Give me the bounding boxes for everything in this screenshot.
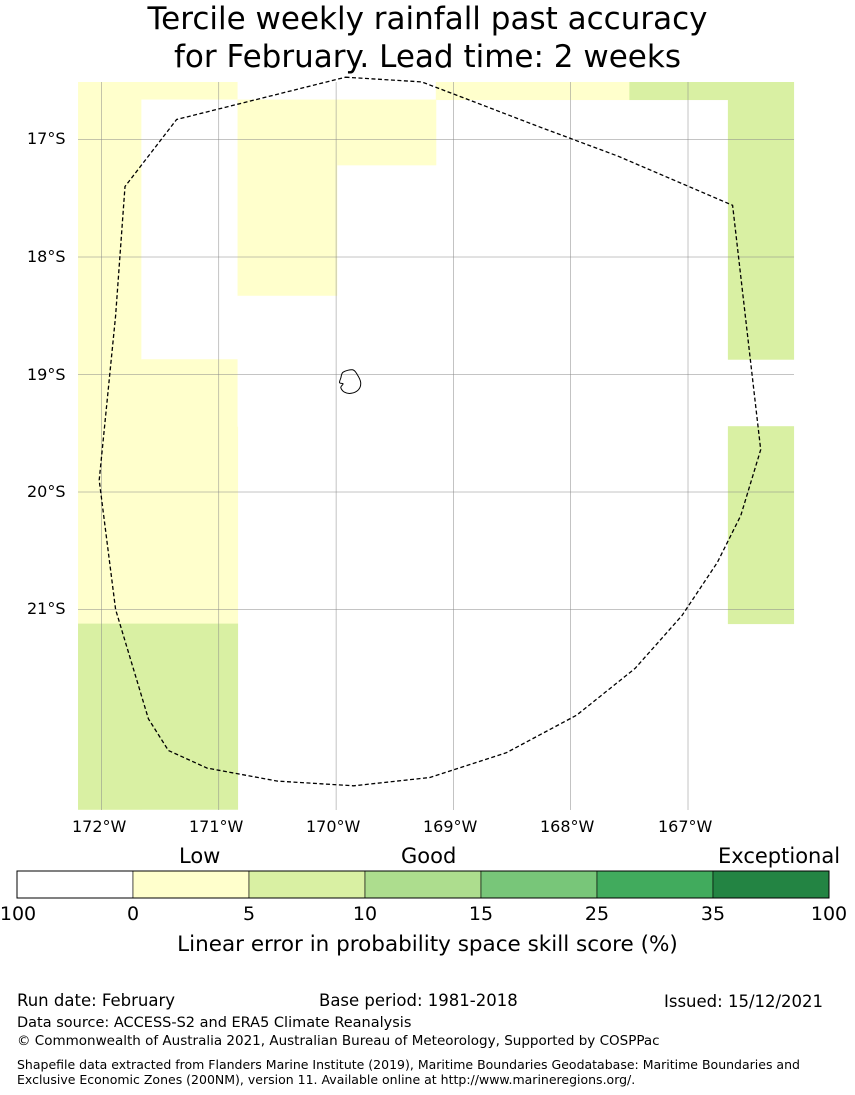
lat-label-21s: 21°S	[27, 599, 66, 618]
grid-cell-good	[629, 82, 795, 101]
grid-cell-low	[435, 82, 630, 101]
lat-label-18s: 18°S	[27, 247, 66, 266]
colorbar	[16, 870, 830, 899]
colorbar-segment	[364, 870, 482, 899]
colorbar-axis-label: Linear error in probability space skill …	[177, 932, 678, 957]
lon-label-169w: 169°W	[423, 817, 478, 836]
colorbar-tick-label: 15	[468, 903, 494, 925]
island-outline	[339, 369, 362, 394]
colorbar-segment	[16, 870, 134, 899]
map-title-line-2: for February. Lead time: 2 weeks	[174, 39, 681, 75]
colorbar-segment	[712, 870, 830, 899]
map-title-line-1: Tercile weekly rainfall past accuracy	[147, 1, 708, 37]
grid-cell-white	[337, 556, 437, 625]
grid-cell-white	[237, 295, 338, 427]
colorbar-tick-label: 100	[0, 903, 37, 925]
lat-label-17s: 17°S	[27, 129, 66, 148]
lon-label-168w: 168°W	[540, 817, 595, 836]
grid-cell-white	[337, 165, 437, 360]
grid-cell-low	[78, 82, 239, 101]
grid-cell-good	[727, 99, 795, 360]
colorbar-tick-label: 5	[242, 903, 256, 925]
colorbar-tick-label: 0	[126, 903, 140, 925]
lat-label-20s: 20°S	[27, 482, 66, 501]
grid-cell-low	[337, 99, 437, 166]
lon-label-172w: 172°W	[72, 817, 127, 836]
colorbar-segment	[480, 870, 598, 899]
grid-cell-white	[435, 165, 533, 232]
colorbar-tick-label: 10	[352, 903, 378, 925]
eez-boundary	[98, 76, 762, 787]
grid-cell-white	[531, 295, 630, 427]
copyright: © Commonwealth of Australia 2021, Austra…	[17, 1033, 660, 1049]
colorbar-segment	[596, 870, 714, 899]
lon-label-171w: 171°W	[189, 817, 244, 836]
category-good: Good	[401, 844, 457, 868]
grid-cell-white	[237, 82, 437, 101]
category-exceptional: Exceptional	[718, 844, 841, 868]
grid-cell-low	[237, 99, 338, 297]
base-period: Base period: 1981-2018	[319, 991, 518, 1010]
shapefile-credit: Shapefile data extracted from Flanders M…	[17, 1057, 800, 1087]
category-low: Low	[179, 844, 221, 868]
run-date: Run date: February	[17, 991, 176, 1010]
issued-date: Issued: 15/12/2021	[664, 992, 824, 1011]
colorbar-segment	[248, 870, 366, 899]
colorbar-frame	[16, 870, 830, 899]
lat-label-19s: 19°S	[27, 365, 66, 384]
colorbar-tick-label: 100	[810, 903, 848, 925]
lon-label-167w: 167°W	[658, 817, 713, 836]
colorbar-segment	[132, 870, 250, 899]
grid-cell-low	[141, 359, 239, 625]
grid-cell-good	[727, 426, 795, 625]
data-source: Data source: ACCESS-S2 and ERA5 Climate …	[17, 1015, 412, 1031]
skill-grid	[78, 82, 795, 810]
graticule	[78, 82, 794, 810]
grid-cell-white	[141, 99, 239, 360]
lon-label-170w: 170°W	[306, 817, 361, 836]
colorbar-tick-label: 25	[584, 903, 610, 925]
colorbar-tick-label: 35	[700, 903, 726, 925]
grid-cell-good	[78, 623, 239, 810]
